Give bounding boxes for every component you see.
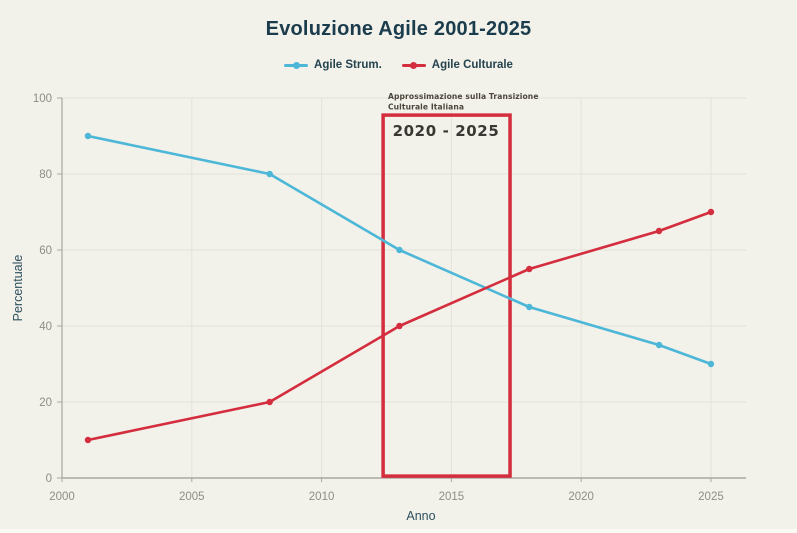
chart-title: Evoluzione Agile 2001-2025 bbox=[265, 18, 532, 40]
legend-item-agile-culturale[interactable]: Agile Culturale bbox=[401, 59, 513, 71]
annotation-note-line2: Culturale Italiana bbox=[388, 103, 464, 112]
legend-label: Agile Strum. bbox=[314, 59, 382, 71]
x-axis-title: Anno bbox=[406, 509, 435, 523]
legend-line-dot-icon bbox=[401, 60, 426, 70]
data-point-marker bbox=[707, 208, 715, 216]
y-tick-label: 80 bbox=[39, 169, 52, 181]
series-lines bbox=[84, 132, 715, 444]
y-axis-title: Percentuale bbox=[11, 255, 25, 322]
data-point-marker bbox=[526, 303, 533, 311]
data-point-marker bbox=[396, 246, 403, 254]
x-tick-label: 2005 bbox=[179, 491, 205, 503]
data-point-marker bbox=[655, 227, 663, 235]
y-tick-label: 0 bbox=[46, 473, 52, 485]
chart-legend: Agile Strum. Agile Culturale bbox=[0, 59, 797, 71]
axes bbox=[57, 97, 746, 482]
annotation-box-label: 2020 - 2025 bbox=[393, 122, 500, 140]
legend-label: Agile Culturale bbox=[431, 59, 513, 71]
data-point-marker bbox=[266, 398, 273, 406]
x-tick-label: 2015 bbox=[439, 491, 465, 503]
data-point-marker bbox=[526, 265, 533, 273]
series-line-agile-strum- bbox=[86, 134, 713, 366]
legend-line-dot-icon bbox=[284, 60, 309, 70]
x-tick-label: 2000 bbox=[49, 491, 75, 503]
data-point-marker bbox=[84, 436, 92, 444]
y-tick-label: 20 bbox=[39, 397, 52, 409]
data-point-marker bbox=[707, 360, 715, 368]
y-tick-label: 100 bbox=[33, 93, 52, 105]
data-point-marker bbox=[84, 132, 92, 140]
annotation-note-line1: Approssimazione sulla Transizione bbox=[388, 92, 539, 101]
y-tick-label: 60 bbox=[39, 245, 52, 257]
series-line-agile-culturale bbox=[86, 210, 713, 442]
data-point-marker bbox=[655, 341, 663, 349]
card-bottom-edge bbox=[0, 529, 797, 533]
data-point-marker bbox=[266, 170, 273, 178]
legend-item-agile-strum-[interactable]: Agile Strum. bbox=[284, 59, 382, 71]
gridlines bbox=[61, 97, 746, 479]
annotation-box-group bbox=[381, 113, 512, 478]
x-tick-label: 2025 bbox=[698, 491, 724, 503]
x-tick-label: 2020 bbox=[568, 491, 594, 503]
data-point-marker bbox=[396, 322, 403, 330]
annotation-box bbox=[381, 113, 512, 478]
y-tick-label: 40 bbox=[39, 321, 52, 333]
x-tick-label: 2010 bbox=[309, 491, 335, 503]
tick-labels: 2000 2005 2010 2015 2020 2025 0 20 40 60 80 100 bbox=[33, 93, 724, 503]
